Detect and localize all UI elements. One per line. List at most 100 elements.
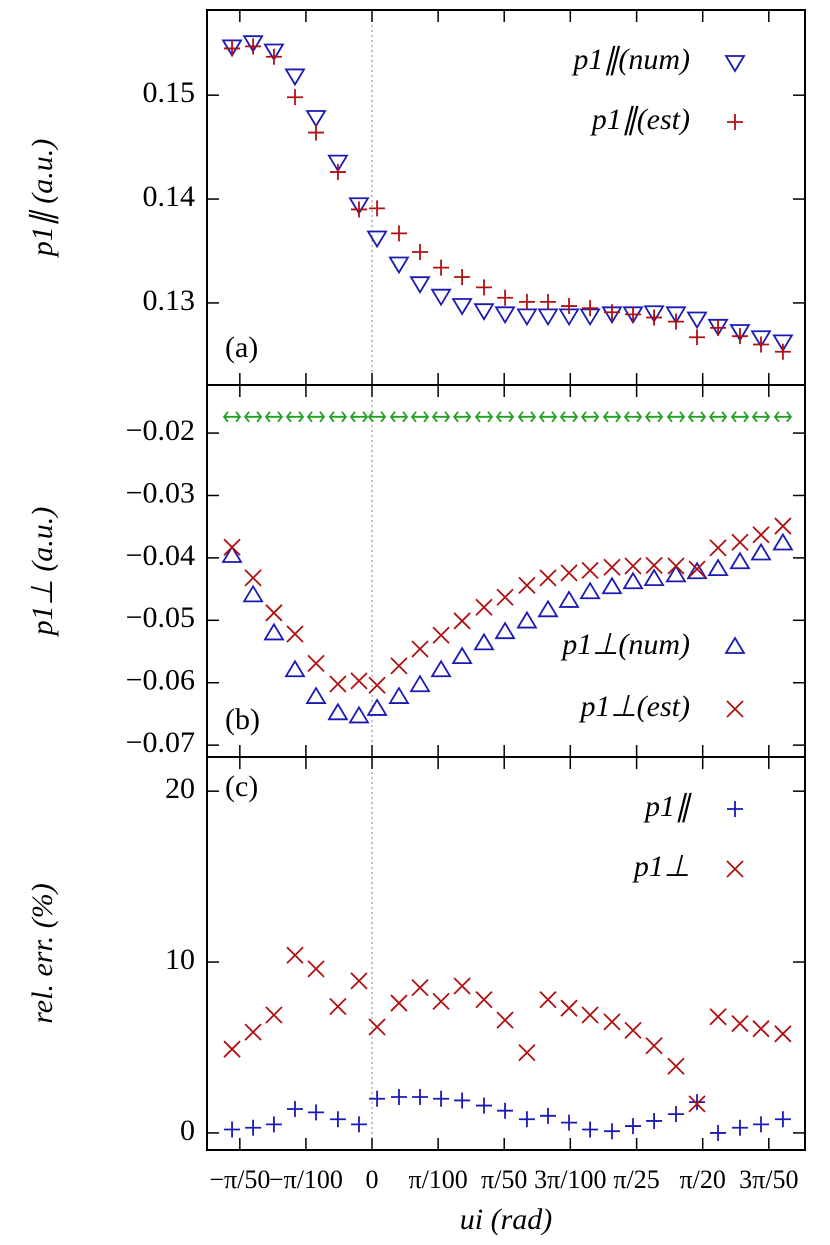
marker [308, 1104, 325, 1121]
marker [710, 319, 727, 336]
marker [475, 598, 493, 616]
marker [369, 200, 386, 217]
marker [433, 1090, 450, 1107]
y-axis-label: p1⊥ (a.u.) [26, 507, 59, 638]
marker [366, 230, 388, 249]
marker [284, 659, 306, 678]
marker [388, 686, 410, 704]
marker [286, 946, 304, 964]
marker [579, 581, 601, 600]
y-tick-label: −0.03 [126, 476, 195, 509]
marker [369, 1090, 386, 1107]
marker [689, 1094, 706, 1111]
marker [665, 564, 687, 583]
marker [328, 411, 348, 423]
marker [643, 568, 665, 587]
marker [750, 542, 772, 561]
marker [348, 705, 370, 724]
marker [350, 201, 367, 218]
marker [774, 1025, 792, 1043]
marker [453, 612, 471, 630]
y-tick-label: 10 [165, 943, 195, 976]
marker [643, 305, 665, 324]
marker [517, 411, 537, 423]
x-tick-label: π/25 [613, 1165, 659, 1194]
marker [750, 330, 772, 348]
marker [350, 972, 368, 990]
marker [665, 306, 687, 325]
marker [518, 1111, 535, 1128]
marker [329, 997, 347, 1016]
marker [497, 1102, 514, 1119]
marker [687, 411, 707, 423]
y-tick-label: −0.05 [126, 601, 195, 634]
marker [432, 992, 450, 1010]
marker [731, 533, 749, 551]
marker [223, 538, 241, 556]
x-tick-label: 3π/100 [534, 1165, 606, 1194]
legend-marker [726, 700, 744, 718]
marker [390, 225, 407, 242]
marker [686, 561, 708, 580]
marker [474, 411, 494, 423]
legend-marker [727, 801, 743, 817]
y-tick-label: 0.13 [143, 284, 196, 317]
marker [366, 698, 388, 716]
marker [731, 1014, 749, 1033]
x-tick-label: −π/50 [209, 1165, 270, 1194]
marker [327, 702, 349, 721]
marker [625, 306, 642, 323]
legend-marker [724, 636, 746, 654]
marker [753, 1116, 770, 1133]
marker [537, 308, 559, 327]
marker [666, 411, 686, 423]
marker [560, 564, 578, 582]
marker [689, 329, 706, 346]
marker [646, 1112, 663, 1129]
legend-marker [726, 860, 744, 878]
marker [329, 164, 346, 181]
marker [624, 557, 642, 575]
marker [602, 411, 622, 423]
y-tick-label: 0.15 [143, 76, 196, 109]
marker [411, 979, 429, 997]
marker [539, 569, 557, 587]
legend-label: p1⊥ [632, 850, 690, 883]
marker [622, 571, 644, 590]
marker [222, 411, 242, 423]
marker [518, 1043, 536, 1062]
marker [708, 411, 728, 423]
marker [494, 621, 516, 640]
marker [305, 110, 327, 128]
legend-label: p1∥(est) [590, 103, 690, 136]
marker [389, 411, 409, 423]
marker [496, 1011, 514, 1029]
y-tick-label: 0 [180, 1114, 195, 1147]
marker [264, 411, 284, 423]
marker [409, 276, 431, 294]
marker [367, 411, 387, 423]
marker [412, 244, 429, 261]
marker [245, 38, 262, 55]
marker [625, 1118, 642, 1135]
marker [516, 610, 538, 629]
marker [623, 411, 643, 423]
marker [686, 311, 708, 330]
marker [707, 558, 729, 577]
marker [558, 590, 580, 608]
marker [537, 599, 559, 618]
marker [730, 411, 750, 423]
legend-marker [724, 55, 746, 73]
marker [667, 557, 685, 575]
marker [772, 532, 794, 551]
marker [518, 576, 536, 594]
marker [751, 411, 771, 423]
marker [451, 646, 473, 665]
marker [308, 124, 325, 141]
marker [265, 1116, 282, 1133]
marker [265, 604, 283, 622]
marker [601, 576, 623, 595]
marker [774, 343, 791, 360]
marker [539, 990, 557, 1009]
